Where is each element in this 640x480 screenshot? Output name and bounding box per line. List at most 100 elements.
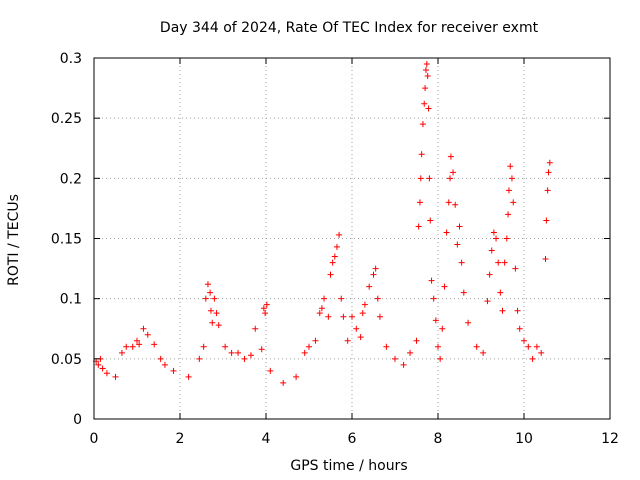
data-point: [460, 289, 467, 296]
data-point: [262, 310, 269, 317]
y-axis-label: ROTI / TECUs: [6, 194, 22, 286]
data-point: [247, 352, 254, 359]
data-point: [521, 337, 527, 344]
data-point: [430, 295, 437, 302]
data-point: [538, 349, 545, 356]
data-point: [325, 313, 332, 320]
data-point: [338, 295, 345, 302]
data-point: [252, 325, 259, 332]
data-point: [222, 343, 229, 350]
data-point: [118, 349, 125, 356]
data-point: [267, 367, 274, 374]
data-point: [129, 343, 136, 350]
data-point: [336, 231, 343, 238]
data-point: [235, 349, 242, 356]
y-tick-label: 0.05: [51, 352, 82, 368]
data-point: [424, 73, 431, 80]
data-point: [211, 295, 218, 302]
data-point: [427, 217, 434, 224]
data-point: [488, 247, 495, 254]
data-point: [372, 265, 379, 272]
data-point: [508, 175, 515, 182]
data-point: [486, 271, 493, 278]
data-point: [157, 355, 164, 362]
y-tick-label: 0.3: [60, 51, 82, 67]
data-point: [161, 361, 168, 368]
data-point: [293, 373, 300, 380]
x-tick-label: 4: [262, 431, 271, 447]
data-point: [505, 211, 512, 218]
data-point: [421, 100, 428, 107]
data-point: [207, 289, 214, 296]
data-point: [441, 283, 448, 290]
data-point: [493, 235, 500, 242]
x-tick-label: 8: [434, 431, 443, 447]
data-point: [454, 241, 461, 248]
data-point: [514, 307, 521, 314]
data-point: [321, 295, 328, 302]
data-point: [435, 343, 441, 350]
data-point: [215, 322, 222, 329]
y-tick-label: 0.15: [51, 232, 82, 248]
data-point: [543, 217, 550, 224]
chart-title: Day 344 of 2024, Rate Of TEC Index for r…: [160, 20, 539, 36]
data-point: [419, 121, 426, 128]
data-point: [353, 325, 360, 332]
data-point: [415, 223, 422, 230]
data-point: [202, 295, 209, 302]
data-point: [544, 187, 551, 194]
data-points: [93, 61, 553, 386]
x-tick-labels: 0 2 4 6 8 10 12: [90, 431, 619, 447]
data-point: [428, 277, 435, 284]
data-point: [426, 175, 433, 182]
data-point: [112, 373, 119, 380]
data-point: [417, 175, 424, 182]
data-point: [344, 337, 351, 344]
data-point: [512, 265, 519, 272]
data-point: [200, 343, 207, 350]
data-point: [359, 310, 366, 317]
data-point: [507, 163, 514, 170]
data-point: [207, 307, 214, 314]
data-point: [316, 310, 323, 317]
data-point: [458, 259, 465, 266]
data-point: [357, 334, 364, 341]
data-point: [480, 349, 487, 356]
data-point: [204, 281, 211, 288]
data-point: [329, 259, 336, 266]
data-point: [439, 325, 446, 332]
data-point: [497, 289, 504, 296]
data-point: [473, 343, 480, 350]
y-tick-labels: 0 0.05 0.1 0.15 0.2 0.25 0.3: [51, 51, 82, 428]
data-point: [422, 85, 429, 92]
data-point: [432, 317, 439, 324]
data-point: [447, 153, 454, 160]
data-point: [465, 319, 472, 326]
data-point: [484, 298, 491, 305]
data-point: [445, 199, 452, 206]
data-point: [510, 199, 517, 206]
data-point: [209, 319, 216, 326]
data-point: [418, 151, 425, 158]
data-point: [151, 341, 158, 348]
data-point: [170, 367, 177, 374]
data-point: [140, 325, 147, 332]
data-point: [490, 229, 497, 236]
y-tick-label: 0: [73, 412, 82, 428]
data-point: [533, 343, 540, 350]
data-point: [447, 175, 454, 182]
data-point: [123, 343, 130, 350]
data-point: [400, 361, 407, 368]
data-point: [422, 67, 429, 74]
x-tick-label: 0: [90, 431, 99, 447]
x-tick-label: 2: [176, 431, 185, 447]
data-point: [196, 355, 203, 362]
data-point: [312, 337, 319, 344]
data-point: [525, 343, 532, 350]
data-point: [546, 159, 553, 166]
data-point: [499, 307, 506, 314]
data-point: [331, 253, 338, 260]
data-point: [542, 255, 549, 262]
data-point: [134, 337, 140, 344]
